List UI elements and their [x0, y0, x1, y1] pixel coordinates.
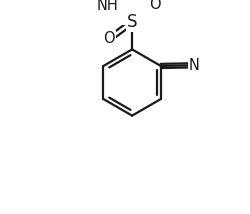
- Text: O: O: [103, 31, 114, 46]
- Text: O: O: [149, 0, 160, 12]
- Text: NH: NH: [96, 0, 118, 13]
- Text: N: N: [188, 58, 199, 73]
- Text: S: S: [126, 13, 137, 31]
